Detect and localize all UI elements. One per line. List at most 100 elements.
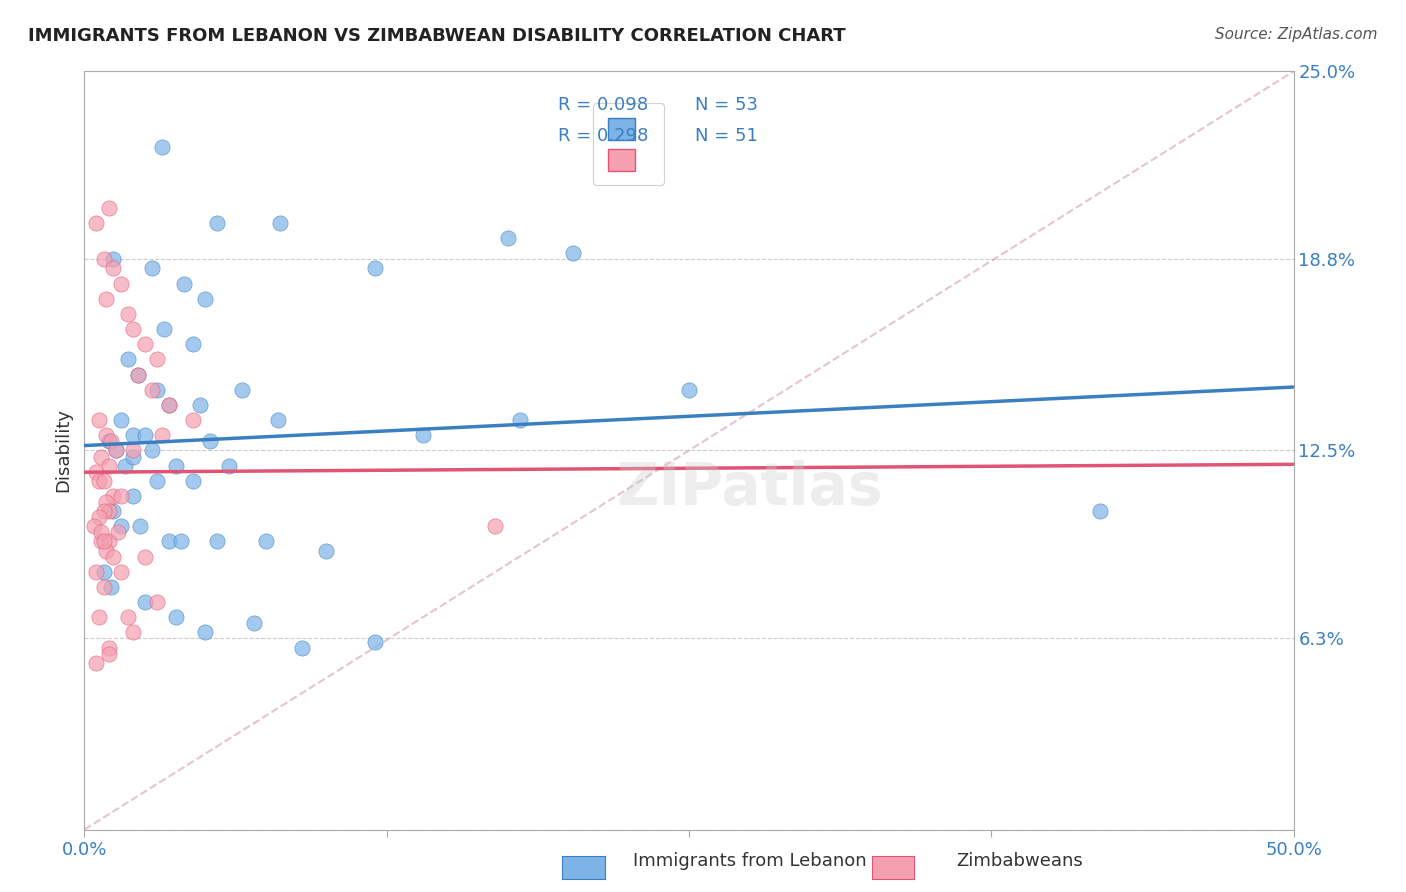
Text: Source: ZipAtlas.com: Source: ZipAtlas.com: [1215, 27, 1378, 42]
Point: [484, 519, 506, 533]
Point: [146, 595, 169, 609]
Point: [107, 525, 129, 540]
Point: [104, 443, 127, 458]
Point: [87, 510, 110, 524]
Point: [165, 458, 187, 473]
Point: [157, 398, 180, 412]
Point: [363, 634, 385, 648]
Point: [181, 474, 204, 488]
Point: [150, 140, 173, 154]
Point: [87, 413, 110, 427]
Point: [207, 534, 229, 549]
Point: [97, 647, 120, 661]
Point: [87, 610, 110, 624]
Y-axis label: Disability: Disability: [55, 409, 73, 492]
Point: [190, 398, 212, 412]
Text: IMMIGRANTS FROM LEBANON VS ZIMBABWEAN DISABILITY CORRELATION CHART: IMMIGRANTS FROM LEBANON VS ZIMBABWEAN DI…: [28, 27, 846, 45]
Point: [86, 216, 108, 230]
Text: R = 0.298: R = 0.298: [558, 127, 648, 145]
Point: [173, 277, 195, 291]
Point: [103, 489, 125, 503]
Point: [150, 428, 173, 442]
Point: [93, 565, 115, 579]
Point: [93, 534, 115, 549]
Point: [110, 489, 132, 503]
Point: [254, 534, 277, 549]
Point: [146, 474, 169, 488]
Point: [242, 616, 264, 631]
Text: Immigrants from Lebanon: Immigrants from Lebanon: [633, 852, 866, 870]
Point: [121, 443, 143, 458]
Point: [141, 443, 163, 458]
Point: [218, 458, 240, 473]
Point: [153, 322, 176, 336]
Point: [100, 434, 122, 449]
Point: [103, 504, 125, 518]
Point: [127, 368, 149, 382]
Text: Zimbabweans: Zimbabweans: [956, 852, 1083, 870]
Point: [110, 277, 132, 291]
Point: [291, 640, 314, 655]
Point: [509, 413, 531, 427]
Point: [103, 549, 125, 564]
Text: N = 53: N = 53: [695, 96, 758, 114]
Point: [121, 428, 143, 442]
Point: [561, 246, 583, 260]
Point: [87, 474, 110, 488]
Point: [157, 534, 180, 549]
Point: [141, 383, 163, 397]
Point: [121, 625, 143, 640]
Point: [146, 352, 169, 367]
Point: [194, 292, 217, 306]
Text: R = 0.098: R = 0.098: [558, 96, 648, 114]
Point: [97, 534, 120, 549]
Point: [678, 383, 700, 397]
Point: [94, 292, 117, 306]
Point: [315, 543, 337, 558]
Point: [117, 610, 139, 624]
Point: [198, 434, 221, 449]
Point: [134, 428, 156, 442]
Point: [90, 534, 112, 549]
Point: [97, 201, 120, 215]
Text: N = 51: N = 51: [695, 127, 758, 145]
Point: [231, 383, 253, 397]
Point: [93, 252, 115, 267]
Point: [170, 534, 193, 549]
Legend: , : ,: [593, 103, 664, 186]
Point: [121, 489, 143, 503]
Point: [117, 352, 139, 367]
Point: [86, 465, 108, 479]
Point: [110, 565, 132, 579]
Point: [129, 519, 152, 533]
Point: [121, 450, 143, 464]
Point: [97, 640, 120, 655]
Point: [110, 519, 132, 533]
Point: [110, 413, 132, 427]
Point: [97, 458, 120, 473]
Point: [134, 595, 156, 609]
Point: [94, 543, 117, 558]
Point: [165, 610, 187, 624]
Point: [93, 580, 115, 594]
Point: [267, 413, 290, 427]
Point: [181, 337, 204, 351]
Point: [496, 231, 519, 245]
Point: [86, 565, 108, 579]
Text: ZIPatlas: ZIPatlas: [616, 460, 883, 516]
Point: [146, 383, 169, 397]
Point: [1088, 504, 1111, 518]
Point: [94, 495, 117, 509]
Point: [269, 216, 291, 230]
Point: [157, 398, 180, 412]
Point: [103, 261, 125, 276]
Point: [97, 504, 120, 518]
Point: [181, 413, 204, 427]
Point: [207, 216, 229, 230]
Point: [94, 428, 117, 442]
Point: [117, 307, 139, 321]
Point: [103, 252, 125, 267]
Point: [141, 261, 163, 276]
Point: [134, 549, 156, 564]
Point: [86, 656, 108, 670]
